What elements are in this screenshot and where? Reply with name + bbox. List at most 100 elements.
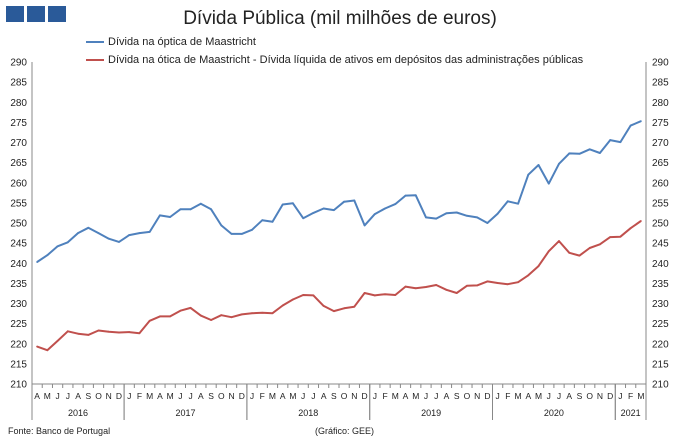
x-tick-label: J (495, 391, 499, 401)
data-point-net-debt (118, 331, 120, 334)
data-point-net-debt (373, 294, 376, 297)
x-tick-label: A (34, 391, 40, 401)
data-point-maastricht (476, 216, 479, 219)
data-point-net-debt (332, 310, 335, 313)
x-tick-label: S (85, 391, 91, 401)
data-point-net-debt (455, 292, 458, 294)
data-point-maastricht (363, 224, 366, 227)
x-tick-label: J (178, 391, 182, 401)
data-point-net-debt (230, 316, 233, 319)
data-point-net-debt (56, 340, 59, 342)
data-point-net-debt (87, 333, 90, 336)
x-tick-label: S (454, 391, 460, 401)
brand-squares (6, 6, 66, 22)
x-tick-label: J (66, 391, 70, 401)
y-tick-label-left: 265 (10, 158, 27, 169)
data-point-maastricht (466, 214, 468, 217)
data-point-maastricht (189, 208, 192, 211)
y-tick-label-left: 290 (10, 58, 27, 69)
x-tick-label: J (250, 391, 254, 401)
y-tick-label-right: 275 (652, 118, 669, 129)
x-tick-label: S (331, 391, 337, 401)
brand-square (48, 6, 66, 22)
data-point-net-debt (547, 250, 550, 253)
data-point-maastricht (343, 200, 346, 203)
x-tick-label: M (289, 391, 296, 401)
data-point-net-debt (496, 282, 499, 284)
x-tick-label: M (412, 391, 419, 401)
x-tick-label: M (392, 391, 399, 401)
year-label: 2018 (298, 408, 318, 418)
x-tick-label: O (464, 391, 471, 401)
data-point-net-debt (425, 286, 427, 288)
x-tick-label: O (586, 391, 593, 401)
legend-label: Dívida na óptica de Maastricht (108, 36, 256, 48)
data-point-maastricht (36, 261, 39, 263)
data-point-maastricht (159, 214, 161, 217)
y-tick-label-right: 255 (652, 198, 669, 209)
data-point-net-debt (189, 307, 192, 309)
y-tick-label-right: 220 (652, 339, 669, 350)
y-tick-label-right: 250 (652, 219, 669, 230)
y-tick-label-left: 280 (10, 98, 27, 109)
data-point-maastricht (588, 148, 591, 151)
y-tick-label-left: 210 (10, 380, 27, 391)
series-line-net-debt (36, 220, 642, 352)
data-point-maastricht (292, 202, 294, 205)
legend-label: Dívida na ótica de Maastricht - Dívida l… (108, 54, 584, 66)
data-point-maastricht (435, 217, 438, 220)
x-tick-label: S (577, 391, 583, 401)
data-point-maastricht (527, 173, 530, 176)
data-point-maastricht (578, 152, 581, 155)
x-tick-label: J (311, 391, 315, 401)
data-point-maastricht (445, 212, 448, 215)
data-point-net-debt (107, 330, 110, 333)
y-tick-label-left: 260 (10, 178, 27, 189)
x-tick-label: M (515, 391, 522, 401)
year-label: 2017 (175, 408, 195, 418)
data-point-maastricht (599, 152, 601, 154)
data-point-net-debt (281, 304, 284, 307)
data-point-maastricht (56, 245, 59, 248)
y-tick-label-left: 215 (10, 359, 27, 370)
data-point-maastricht (404, 194, 407, 197)
data-point-net-debt (302, 294, 305, 296)
data-point-maastricht (373, 213, 376, 216)
brand-square (27, 6, 45, 22)
x-tick-label: A (280, 391, 286, 401)
y-tick-label-right: 270 (652, 138, 669, 149)
x-tick-label: O (95, 391, 102, 401)
y-tick-label-right: 245 (652, 239, 669, 250)
x-tick-label: A (321, 391, 327, 401)
x-tick-label: J (301, 391, 305, 401)
data-point-net-debt (179, 309, 182, 312)
data-point-maastricht (199, 202, 202, 205)
data-point-net-debt (558, 240, 560, 243)
data-point-net-debt (609, 236, 612, 238)
y-tick-label-left: 230 (10, 299, 27, 310)
x-tick-label: A (157, 391, 163, 401)
x-tick-label: M (146, 391, 153, 401)
data-point-net-debt (527, 274, 530, 277)
x-tick-label: J (373, 391, 377, 401)
year-label: 2021 (621, 408, 641, 418)
data-point-net-debt (619, 235, 622, 238)
data-point-net-debt (394, 294, 397, 296)
data-point-maastricht (517, 202, 519, 205)
x-tick-label: N (597, 391, 603, 401)
x-tick-label: N (106, 391, 112, 401)
x-tick-label: F (382, 391, 387, 401)
y-tick-label-left: 255 (10, 198, 27, 209)
data-point-net-debt (128, 331, 131, 333)
x-tick-label: A (525, 391, 531, 401)
data-point-net-debt (435, 284, 438, 286)
y-tick-label-left: 235 (10, 279, 27, 290)
data-point-net-debt (261, 311, 264, 314)
data-point-net-debt (36, 345, 39, 348)
data-point-net-debt (251, 312, 253, 315)
data-point-net-debt (46, 349, 49, 352)
data-point-maastricht (251, 228, 253, 231)
data-point-net-debt (384, 293, 386, 296)
y-tick-label-left: 240 (10, 259, 27, 270)
data-point-maastricht (271, 220, 274, 223)
